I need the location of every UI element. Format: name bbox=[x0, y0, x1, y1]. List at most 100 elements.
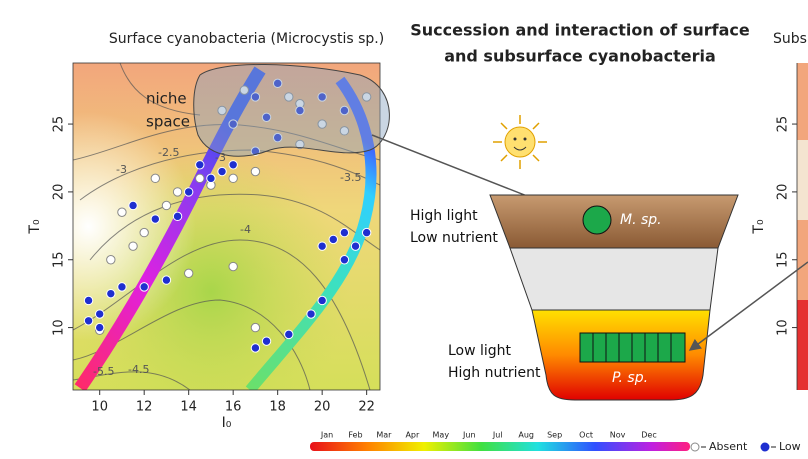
month-label: Nov bbox=[610, 431, 626, 440]
y-axis-label: T₀ bbox=[751, 219, 767, 235]
contour-label: -3 bbox=[215, 151, 226, 164]
data-point bbox=[139, 282, 149, 292]
data-point bbox=[150, 214, 161, 224]
data-point bbox=[183, 268, 194, 279]
data-point bbox=[94, 322, 105, 333]
data-point bbox=[206, 173, 216, 184]
data-point bbox=[128, 200, 138, 211]
y-tick-label: 25 bbox=[52, 116, 67, 133]
data-point bbox=[317, 295, 327, 306]
legend-marker bbox=[760, 442, 770, 452]
chart-title: Subs bbox=[773, 31, 807, 47]
y-tick-label: 15 bbox=[52, 251, 67, 268]
data-point bbox=[261, 336, 272, 346]
niche-label: niche bbox=[146, 90, 187, 108]
data-point bbox=[117, 207, 127, 217]
month-label: Feb bbox=[348, 431, 362, 440]
data-point bbox=[217, 105, 227, 116]
month-label: Jul bbox=[492, 431, 503, 440]
data-point bbox=[250, 92, 261, 102]
x-tick-label: 18 bbox=[269, 400, 286, 415]
data-point bbox=[284, 329, 294, 340]
plot-frame bbox=[72, 62, 381, 391]
contour-label: -2.5 bbox=[158, 146, 179, 159]
data-point bbox=[361, 227, 372, 238]
data-point bbox=[317, 92, 327, 102]
data-point bbox=[350, 241, 361, 251]
contour-label: -3.5 bbox=[340, 171, 361, 184]
sun bbox=[493, 115, 547, 169]
data-point bbox=[83, 316, 94, 326]
condition-label: Low nutrient bbox=[410, 230, 498, 246]
planktothrix-filament bbox=[579, 332, 686, 363]
contour-label: -5.5 bbox=[93, 365, 114, 378]
data-point bbox=[228, 160, 238, 170]
x-tick-label: 20 bbox=[314, 400, 331, 415]
heatmap bbox=[797, 63, 808, 390]
month-band bbox=[74, 66, 266, 390]
month-colorbar bbox=[310, 442, 690, 451]
microcystis-colony bbox=[582, 205, 612, 235]
data-point bbox=[228, 173, 238, 184]
data-point bbox=[317, 119, 327, 129]
x-tick-label: 12 bbox=[136, 400, 153, 415]
month-label: Apr bbox=[405, 431, 420, 440]
data-point bbox=[172, 187, 183, 197]
data-point bbox=[172, 211, 183, 222]
data-point bbox=[284, 92, 294, 102]
data-point bbox=[106, 255, 116, 265]
chart-title: Surface cyanobacteria (Microcystis sp.) bbox=[109, 31, 384, 47]
data-point bbox=[161, 275, 172, 285]
condition-label: Low light bbox=[448, 343, 512, 359]
arrow bbox=[688, 261, 808, 351]
data-point bbox=[161, 200, 172, 211]
y-tick-label: 10 bbox=[52, 319, 67, 336]
legend-marker bbox=[690, 442, 700, 452]
y-tick-label: 20 bbox=[52, 184, 67, 201]
water-middle bbox=[509, 247, 719, 311]
x-tick-label: 22 bbox=[358, 400, 375, 415]
month-label: Jan bbox=[320, 431, 333, 440]
data-point bbox=[328, 234, 338, 245]
data-point bbox=[306, 309, 316, 319]
data-point bbox=[150, 173, 161, 184]
y-tick-label: 25 bbox=[776, 116, 791, 133]
data-point bbox=[250, 322, 261, 333]
y-tick-label: 15 bbox=[776, 251, 791, 268]
water-top bbox=[489, 194, 739, 249]
data-point bbox=[272, 132, 283, 143]
data-point bbox=[117, 282, 127, 292]
species-label: M. sp. bbox=[620, 212, 662, 228]
data-point bbox=[94, 309, 105, 319]
month-band bbox=[245, 76, 377, 390]
contour-label: -4.5 bbox=[128, 363, 149, 376]
legend-label: Absent bbox=[709, 440, 748, 453]
month-label: Oct bbox=[579, 431, 593, 440]
data-point bbox=[250, 146, 261, 156]
niche-label: space bbox=[146, 113, 190, 131]
data-point bbox=[106, 288, 116, 299]
condition-label: High nutrient bbox=[448, 365, 541, 381]
contour-label: -3 bbox=[116, 163, 127, 176]
data-point bbox=[228, 261, 238, 272]
heatmap bbox=[73, 63, 380, 390]
month-label: May bbox=[433, 431, 450, 440]
month-label: Jun bbox=[462, 431, 476, 440]
data-point bbox=[295, 105, 305, 116]
data-point bbox=[183, 187, 194, 197]
diagram-title: Succession and interaction of surface bbox=[410, 21, 750, 40]
data-point bbox=[250, 343, 261, 353]
month-label: Sep bbox=[547, 431, 562, 440]
contour-label: -4 bbox=[240, 223, 251, 236]
y-tick-label: 10 bbox=[776, 319, 791, 336]
diagram-title: and subsurface cyanobacteria bbox=[444, 47, 716, 66]
x-tick-label: 14 bbox=[180, 400, 197, 415]
y-axis-label: T₀ bbox=[27, 219, 43, 235]
data-point bbox=[228, 119, 238, 129]
data-point bbox=[83, 295, 94, 306]
condition-label: High light bbox=[410, 208, 478, 224]
data-point bbox=[295, 139, 305, 150]
data-point bbox=[272, 78, 283, 89]
data-point bbox=[339, 105, 350, 116]
